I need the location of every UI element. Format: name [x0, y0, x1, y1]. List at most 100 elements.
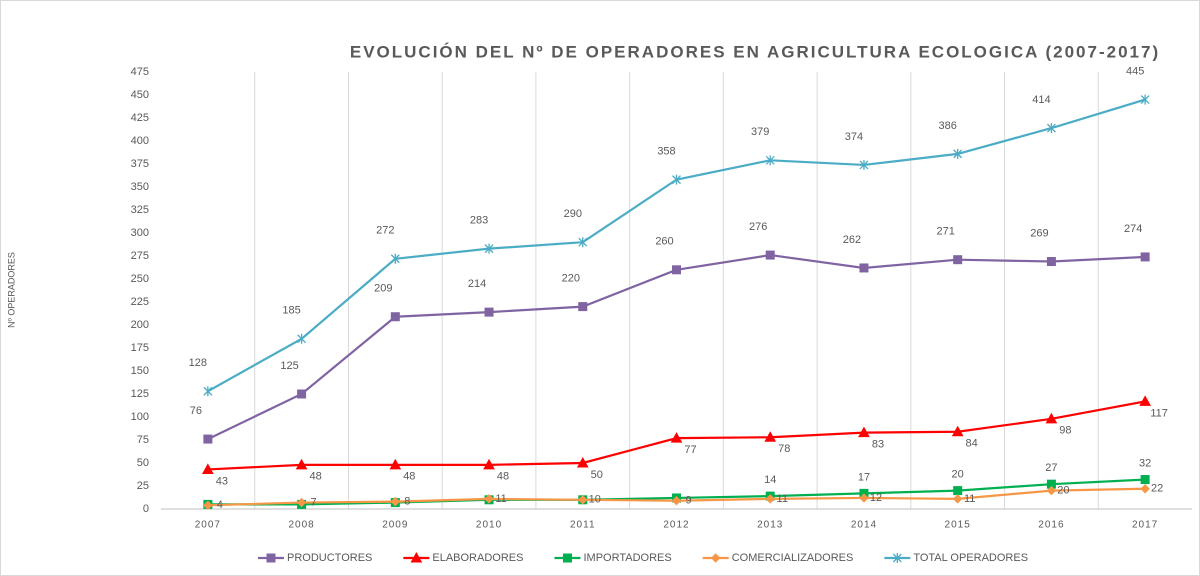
marker — [672, 265, 681, 275]
y-tick-label: 225 — [131, 296, 149, 308]
marker — [389, 458, 402, 470]
marker — [710, 553, 721, 563]
marker — [410, 551, 423, 563]
marker — [672, 174, 681, 185]
y-tick-label: 375 — [131, 158, 149, 170]
data-label: 78 — [778, 443, 790, 455]
data-label: 83 — [872, 439, 884, 451]
x-tick-label: 2009 — [382, 520, 408, 531]
marker — [1046, 485, 1057, 496]
series: 128 185 272 283 290 358 379 374 386 414 445 — [189, 66, 1150, 397]
marker — [764, 431, 777, 442]
y-tick-label: 250 — [131, 273, 149, 285]
marker — [953, 255, 963, 265]
marker — [203, 434, 213, 444]
marker — [576, 456, 589, 468]
data-label: 209 — [374, 283, 392, 295]
data-label: 7 — [311, 496, 317, 508]
y-tick-label: 100 — [131, 411, 149, 423]
marker — [390, 253, 400, 264]
x-tick-label: 2015 — [945, 520, 971, 531]
data-label: 290 — [564, 208, 582, 220]
y-tick-label: 300 — [131, 227, 149, 239]
legend-item: COMERCIALIZADORES — [702, 552, 854, 564]
marker — [297, 333, 307, 344]
marker — [765, 494, 775, 504]
data-label: 269 — [1030, 227, 1048, 239]
data-label: 414 — [1032, 94, 1050, 106]
marker — [953, 148, 963, 159]
data-label: 8 — [404, 496, 410, 508]
data-label: 32 — [1139, 457, 1151, 469]
data-label: 214 — [468, 278, 486, 290]
data-label: 274 — [1124, 223, 1142, 235]
y-axis-label: Nº OPERADORES — [6, 252, 16, 328]
legend-item: PRODUCTORES — [258, 552, 372, 564]
legend-item: TOTAL OPERADORES — [884, 552, 1028, 564]
x-tick-label: 2010 — [476, 520, 502, 531]
marker — [1045, 412, 1058, 424]
marker — [1140, 475, 1150, 485]
data-label: 84 — [966, 438, 978, 450]
data-label: 48 — [309, 471, 321, 483]
data-label: 20 — [952, 469, 964, 481]
marker — [578, 302, 588, 312]
y-tick-label: 350 — [131, 181, 149, 193]
marker — [202, 463, 214, 474]
y-tick-label: 150 — [131, 365, 149, 377]
data-label: 125 — [280, 360, 298, 372]
data-label: 14 — [764, 474, 776, 486]
marker — [484, 307, 494, 317]
marker — [390, 496, 401, 507]
marker — [951, 425, 964, 437]
marker — [297, 389, 307, 399]
marker — [1139, 395, 1151, 406]
y-tick-label: 175 — [131, 342, 149, 354]
data-label: 48 — [497, 471, 509, 483]
marker — [858, 426, 870, 438]
y-tick-label: 450 — [131, 89, 149, 101]
marker — [295, 458, 308, 470]
x-tick-label: 2012 — [663, 520, 689, 531]
data-label: 11 — [777, 493, 788, 505]
legend-label: IMPORTADORES — [583, 552, 671, 564]
data-label: 27 — [1045, 462, 1057, 474]
data-label: 374 — [845, 131, 863, 143]
data-label: 22 — [1151, 483, 1163, 495]
data-label: 386 — [939, 120, 957, 132]
x-tick-label: 2013 — [757, 520, 783, 531]
x-tick-label: 2007 — [195, 520, 221, 531]
data-label: 128 — [189, 357, 207, 369]
data-label: 276 — [749, 221, 767, 233]
marker — [484, 243, 494, 254]
y-tick-label: 25 — [137, 480, 149, 492]
series: 4 7 8 11 10 9 11 12 11 20 22 — [203, 483, 1163, 511]
marker — [390, 312, 400, 322]
y-tick-label: 200 — [131, 319, 149, 331]
marker — [952, 494, 963, 504]
data-label: 220 — [562, 273, 580, 285]
marker — [296, 497, 307, 508]
data-label: 48 — [403, 471, 415, 483]
data-label: 11 — [964, 493, 975, 505]
data-label: 20 — [1057, 485, 1069, 497]
y-tick-label: 400 — [131, 135, 149, 147]
marker — [266, 553, 276, 563]
series: 76 125 209 214 220 260 276 262 271 269 274 — [190, 221, 1150, 444]
data-label: 12 — [870, 492, 882, 504]
y-tick-label: 275 — [131, 250, 149, 262]
marker — [483, 458, 495, 470]
data-label: 10 — [589, 494, 601, 506]
y-tick-label: 50 — [137, 457, 149, 469]
data-label: 50 — [591, 469, 603, 481]
marker — [859, 159, 869, 170]
marker — [671, 496, 682, 506]
marker — [1140, 94, 1150, 105]
legend-item: IMPORTADORES — [554, 552, 672, 564]
data-label: 271 — [937, 226, 955, 238]
data-label: 77 — [684, 444, 696, 456]
marker — [1140, 484, 1150, 494]
legend-label: COMERCIALIZADORES — [732, 552, 854, 564]
